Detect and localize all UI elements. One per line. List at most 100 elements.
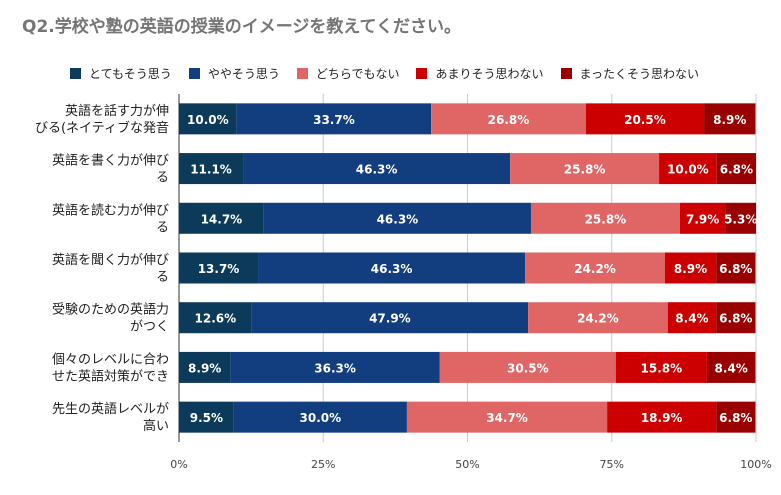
data-label: 34.7% [486,411,528,425]
data-label: 7.9% [686,212,719,226]
bar-segment [179,153,244,185]
bar-segment [664,252,717,284]
legend-label: あまりそう思わない [435,66,544,81]
legend-item: あまりそう思わない [416,65,544,82]
category-label: 英語を話す力が伸 [65,103,169,119]
bar-segment [179,103,237,135]
legend-label: どちらでもない [315,66,400,81]
data-label: 46.3% [356,163,398,177]
category-label: がつく [130,320,169,335]
bar-segment [251,302,529,334]
chart-title: Q2.学校や塾の英語の授業のイメージを教えてください。 [22,17,462,37]
data-label: 46.3% [371,262,413,276]
x-tick-label: 50% [455,458,479,471]
bar-segment [679,202,726,234]
data-label: 10.0% [187,113,229,127]
bar-segment [263,202,531,234]
data-label: 20.5% [624,113,666,127]
bar-segment [607,401,717,433]
x-tick-label: 25% [311,458,335,471]
data-label: 33.7% [313,113,355,127]
legend-item: とてもそう思う [70,65,172,82]
legend-item: ややそう思う [188,65,280,82]
legend-label: まったくそう思わない [579,66,700,81]
bar-segment [179,252,259,284]
bar-segment [439,351,616,383]
bar-segment [233,401,407,433]
bar-segment [528,302,668,334]
bar-segment [179,401,234,433]
data-label: 24.2% [574,262,616,276]
data-label: 14.7% [201,212,243,226]
data-label: 8.9% [713,113,746,127]
category-label: せた英語対策ができ [52,368,169,384]
data-label: 8.9% [188,361,221,375]
legend-item: まったくそう思わない [560,65,700,82]
category-label: 英語を聞く力が伸び [52,252,169,268]
x-tick-label: 100% [740,458,771,471]
bar-segment [716,302,756,334]
x-tick-label: 75% [600,458,624,471]
bar-segment [615,351,707,383]
data-label: 36.3% [314,361,356,375]
bar-segment [667,302,717,334]
bar-segment [179,302,252,334]
legend-item: どちらでもない [296,65,400,82]
data-label: 8.9% [674,262,707,276]
bar-segment [716,401,756,433]
data-label: 30.0% [300,411,342,425]
legend-swatch [70,67,81,79]
data-label: 25.8% [564,163,606,177]
data-label: 26.8% [488,113,530,127]
legend-swatch [416,67,428,79]
category-label: 受験のための英語力 [52,302,169,318]
legend-label: ややそう思う [207,66,280,81]
category-label: る [156,270,169,285]
bar-segment [179,202,264,234]
data-label: 25.8% [585,212,627,226]
data-label: 46.3% [377,212,419,226]
data-label: 10.0% [667,163,709,177]
data-label: 47.9% [369,312,411,326]
bar-segment [230,351,440,383]
bar-segment [659,153,717,185]
bar-segment [704,103,756,135]
bar-segment [530,202,680,234]
data-label: 12.6% [195,312,237,326]
data-label: 6.8% [720,163,753,177]
data-label: 13.7% [198,262,240,276]
bar-segment [258,252,526,284]
data-label: 11.1% [190,163,232,177]
data-label: 9.5% [190,411,223,425]
data-label: 6.8% [719,262,752,276]
bar-segment [716,153,756,185]
bar-segment [585,103,705,135]
data-label: 6.8% [719,411,752,425]
category-label: 英語を書く力が伸び [52,153,169,169]
legend-swatch [560,67,572,79]
legend-label: とてもそう思う [89,66,172,81]
bar-segment [725,202,756,234]
category-label: る [156,171,169,186]
data-label: 24.2% [577,312,619,326]
data-label: 30.5% [507,361,549,375]
category-label: 個々のレベルに合わ [52,352,169,367]
data-label: 8.4% [675,312,708,326]
category-label: 英語を読む力が伸び [52,202,169,218]
category-label: 高い [143,418,169,434]
data-label: 8.4% [715,361,748,375]
data-label: 18.9% [641,411,683,425]
bar-segment [716,252,756,284]
data-label: 6.8% [719,312,752,326]
bar-segment [525,252,665,284]
category-label: びる(ネイティブな発音 [35,120,169,136]
legend: とてもそう思う ややそう思う どちらでもない あまりそう思わない まったくそう思わない [70,64,716,82]
bar-segment [706,351,756,383]
category-label: る [156,220,169,235]
bar-segment [431,103,586,135]
data-label: 5.3% [724,212,757,226]
legend-swatch [296,67,308,79]
bar-segment [236,103,432,135]
data-label: 15.8% [641,361,683,375]
